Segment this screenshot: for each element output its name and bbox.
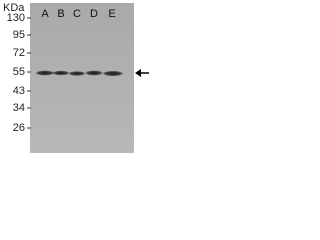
lane-label: E [108,8,115,20]
marker-label: 43 [13,85,25,97]
marker-label: 72 [13,47,25,59]
lane-label: D [90,8,98,20]
arrow [135,69,149,77]
lane-label: B [57,8,64,20]
marker-label: 34 [13,102,25,114]
lane-label: C [73,8,81,20]
blot-membrane [30,3,134,153]
marker-label: 26 [13,122,25,134]
band [52,70,70,76]
band [35,70,55,76]
marker-label: 55 [13,66,25,78]
marker-label: 95 [13,29,25,41]
lane-label: A [41,8,49,20]
bands [35,70,124,77]
band [68,71,86,76]
band [102,70,124,77]
western-blot: KDa A B C D E 130 95 72 55 43 34 26 [3,2,149,153]
kda-label: KDa [3,2,25,14]
marker-label: 130 [7,12,25,24]
band [84,70,104,76]
